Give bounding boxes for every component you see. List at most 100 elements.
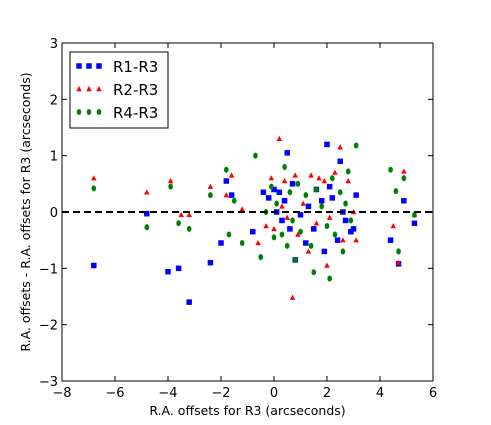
data-point (329, 195, 336, 201)
data-point (208, 192, 213, 199)
data-point (340, 248, 346, 255)
data-point (186, 299, 192, 305)
data-point (326, 183, 333, 190)
legend-label-r1-r3: R1-R3 (113, 58, 158, 76)
data-point (271, 186, 277, 193)
series-3 (91, 142, 417, 282)
y-axis-label: R.A. offsets - R.A. offsets for R3 (arcs… (18, 72, 33, 351)
data-point (303, 192, 309, 199)
data-point (165, 268, 171, 275)
data-point (239, 206, 245, 212)
data-point (337, 144, 343, 150)
data-point (253, 152, 258, 159)
data-point (348, 217, 354, 224)
data-point (207, 183, 214, 189)
data-point (393, 188, 399, 195)
data-point (396, 248, 401, 255)
data-point (91, 262, 97, 269)
y-tick-label: 0 (50, 206, 58, 221)
data-point (329, 175, 335, 182)
data-point (401, 197, 407, 204)
data-point (311, 226, 317, 232)
x-tick-label: 0 (270, 386, 278, 401)
data-point (401, 175, 407, 182)
data-point (401, 168, 407, 174)
legend-marker (86, 108, 92, 116)
legend: R1-R3 R2-R3 R4-R3 (69, 51, 169, 129)
data-point (326, 214, 333, 220)
axis-ticks: −8 −6 −4 −2 0 2 4 6 −3 −2 −1 0 1 2 3 (39, 37, 437, 401)
data-point (343, 200, 348, 207)
data-point (250, 228, 256, 235)
data-point (332, 169, 338, 175)
data-point (342, 217, 349, 224)
legend-marker (76, 108, 82, 116)
data-point (305, 203, 312, 210)
data-point (290, 217, 295, 224)
data-point (207, 259, 214, 266)
data-point (284, 242, 290, 249)
data-point (327, 275, 332, 282)
data-point (144, 210, 150, 217)
data-point (295, 180, 301, 187)
legend-marker (96, 63, 102, 69)
data-point (332, 231, 338, 238)
legend-marker (96, 86, 102, 92)
legend-marker (86, 63, 92, 69)
data-point (292, 172, 298, 178)
data-point (228, 172, 235, 178)
y-tick-label: 1 (50, 150, 58, 165)
data-point (268, 175, 275, 181)
data-point (305, 248, 312, 254)
data-point (223, 192, 230, 198)
data-point (300, 200, 306, 206)
data-point (167, 178, 174, 184)
data-point (279, 217, 285, 224)
data-point (144, 224, 150, 231)
legend-label-r2-r3: R2-R3 (113, 81, 158, 99)
data-point (387, 237, 394, 243)
data-point (271, 225, 277, 232)
data-point (308, 242, 314, 249)
data-marks (91, 135, 418, 305)
x-tick-label: −2 (211, 386, 230, 401)
data-point (353, 142, 359, 149)
data-point (334, 237, 341, 243)
data-point (412, 211, 417, 218)
data-point (353, 237, 359, 243)
data-point (319, 203, 325, 210)
data-point (263, 223, 269, 229)
x-tick-label: −6 (105, 386, 124, 401)
legend-marker (76, 63, 82, 69)
data-point (186, 211, 192, 218)
data-point (144, 189, 150, 195)
data-point (337, 189, 343, 196)
data-point (316, 175, 322, 181)
data-point (260, 189, 267, 196)
data-point (281, 178, 288, 184)
data-point (297, 212, 304, 218)
data-point (287, 189, 293, 196)
x-tick-label: −4 (158, 386, 177, 401)
data-point (388, 166, 393, 173)
data-point (395, 259, 402, 265)
data-point (279, 203, 285, 209)
data-point (284, 150, 290, 156)
data-point (265, 195, 272, 201)
data-point (258, 254, 264, 261)
x-tick-label: 6 (429, 386, 437, 401)
data-point (324, 223, 330, 230)
data-point (287, 226, 293, 232)
y-tick-label: −1 (39, 262, 58, 277)
data-point (271, 234, 277, 241)
data-point (295, 231, 301, 237)
data-point (353, 192, 359, 198)
x-tick-label: −8 (52, 386, 71, 401)
data-point (340, 237, 346, 243)
series-1 (91, 141, 418, 305)
y-tick-label: −2 (39, 319, 58, 334)
data-point (350, 226, 357, 232)
data-point (298, 228, 303, 235)
data-point (411, 220, 418, 227)
data-point (313, 220, 320, 226)
